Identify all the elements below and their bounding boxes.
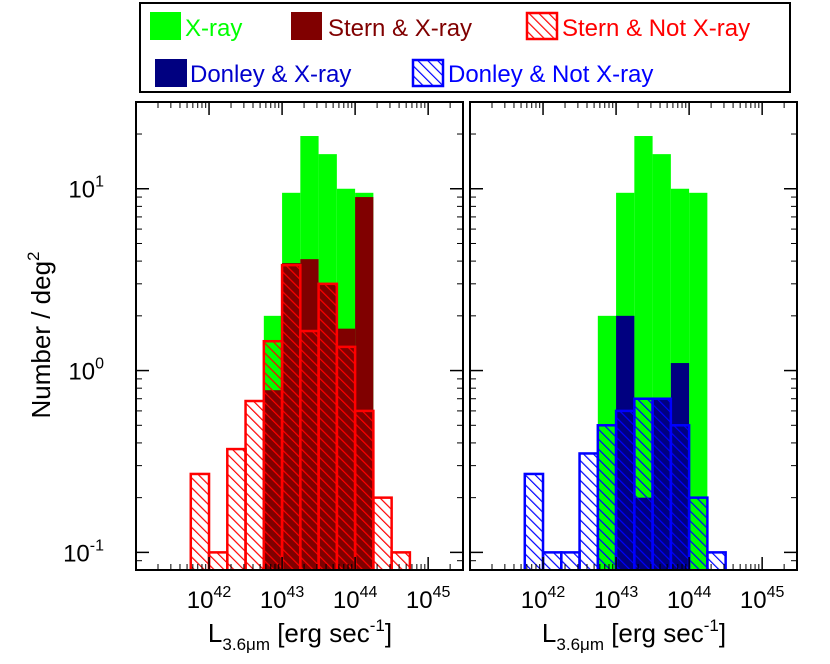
y-axis-title: Number / deg2: [24, 252, 56, 419]
right-bar-donley_not-2: [560, 551, 581, 570]
left-axes-frame: [135, 101, 464, 571]
left-bar-stern_not-6: [299, 329, 320, 570]
right-bar-donley_not-9: [687, 496, 709, 570]
legend-swatch-donley-not-xray: [411, 58, 445, 88]
right-axes-frame: [469, 101, 798, 571]
left-bar-stern_not-10: [372, 496, 393, 570]
right-bar-donley_not-5: [614, 409, 636, 570]
y-tick-label: 10-1: [63, 537, 104, 567]
legend-item-stern-not-xray: Stern & Not X-ray: [525, 11, 750, 42]
left-x-tick-label: 1043: [260, 584, 305, 614]
legend-label-donley-not-xray: Donley & Not X-ray: [448, 61, 653, 88]
left-ticks: [135, 102, 463, 570]
legend-label-stern-xray: Stern & X-ray: [328, 15, 472, 42]
right-ticks: [469, 102, 797, 570]
right-bar-donley_not-0: [523, 472, 545, 570]
left-bar-stern_not-11: [390, 551, 412, 570]
legend-item-donley-not-xray: Donley & Not X-ray: [411, 58, 653, 88]
left-bar-stern_not-8: [335, 345, 357, 570]
left-bar-stern_not-4: [262, 339, 284, 570]
legend-label-xray: X-ray: [185, 15, 242, 42]
legend-swatch-stern-xray: [291, 12, 322, 40]
right-x-tick-label: 1044: [667, 584, 712, 614]
left-x-tick-label: 1042: [187, 584, 232, 614]
right-bar-donley_not-1: [541, 551, 563, 570]
left-x-tick-label: 1044: [333, 584, 378, 614]
legend-label-donley-xray: Donley & X-ray: [190, 61, 351, 88]
y-tick-label: 101: [68, 174, 104, 204]
left-bar-stern_not-5: [280, 263, 302, 570]
left-plot-area: [189, 136, 412, 570]
left-bar-stern_not-2: [226, 447, 247, 570]
legend-item-xray: X-ray: [150, 12, 242, 42]
right-bar-donley_not-10: [706, 551, 727, 570]
left-bar-stern_not-1: [207, 551, 229, 570]
right-bar-donley_not-4: [596, 424, 618, 570]
right-bar-donley_not-7: [651, 397, 673, 570]
right-x-tick-label: 1043: [594, 584, 639, 614]
left-bar-stern_not-3: [244, 399, 266, 570]
left-series-stern_not: [189, 263, 412, 570]
right-x-tick-label: 1045: [740, 584, 785, 614]
left-bar-stern_not-0: [189, 472, 211, 570]
legend-item-donley-xray: Donley & X-ray: [155, 59, 351, 88]
legend-swatch-stern-not-xray: [525, 11, 559, 41]
right-bar-donley_not-6: [633, 397, 654, 570]
y-tick-label: 100: [68, 356, 104, 386]
legend-label-stern-not-xray: Stern & Not X-ray: [562, 15, 750, 42]
left-bar-stern_not-9: [353, 409, 375, 570]
right-plot-area: [523, 136, 727, 570]
legend-swatch-donley-xray: [155, 59, 187, 87]
x-axis-title-right: L3.6μm [erg sec-1]: [542, 616, 726, 654]
legend: X-ray Stern & X-ray Stern & Not X-ray Do…: [139, 2, 791, 93]
left-bar-stern_not-7: [317, 282, 339, 570]
legend-swatch-xray: [150, 12, 181, 40]
right-bar-xray-9: [689, 192, 708, 570]
right-x-tick-label: 1042: [521, 584, 566, 614]
x-axis-title-left: L3.6μm [erg sec-1]: [208, 616, 392, 654]
legend-frame: [139, 2, 791, 93]
right-series-donley_not: [523, 397, 727, 570]
left-panel: 1042 1043 1044 1045 10-1 100 101: [63, 101, 464, 614]
right-panel: 1042 1043 1044 1045: [469, 101, 798, 614]
right-bar-donley_not-8: [669, 424, 691, 570]
legend-item-stern-xray: Stern & X-ray: [291, 12, 472, 42]
right-bar-donley_not-3: [578, 452, 600, 570]
left-x-tick-label: 1045: [406, 584, 451, 614]
